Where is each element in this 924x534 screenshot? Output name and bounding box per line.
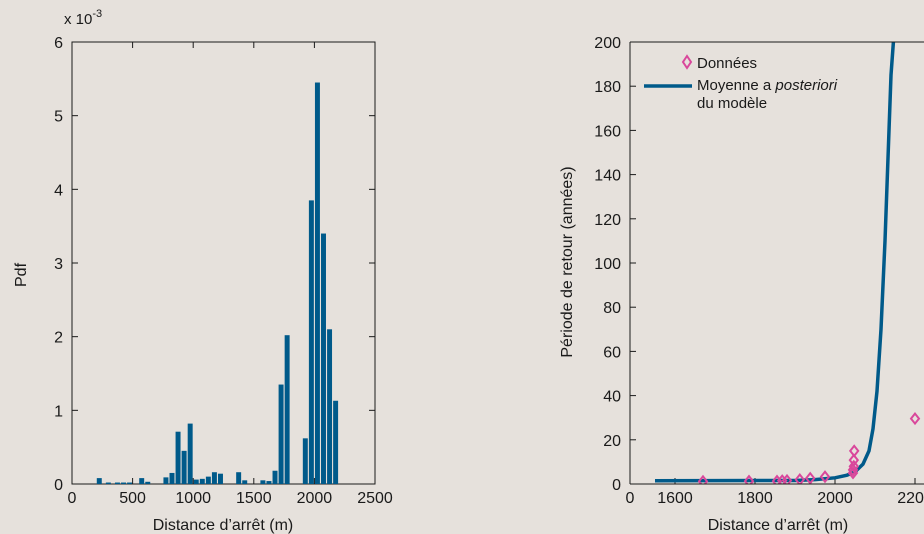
histogram-bar bbox=[205, 476, 211, 484]
chart1-scale-exponent: -3 bbox=[92, 8, 102, 20]
y-tick-label: 20 bbox=[603, 433, 621, 450]
y-tick-label: 4 bbox=[54, 182, 63, 199]
histogram-bar bbox=[96, 478, 102, 484]
histogram-bar bbox=[169, 472, 175, 484]
data-point-marker bbox=[909, 411, 921, 426]
histogram-bar bbox=[266, 481, 272, 484]
histogram-bar bbox=[333, 400, 339, 484]
histogram-bar bbox=[199, 478, 205, 484]
histogram-bar bbox=[139, 478, 145, 484]
histogram-bar bbox=[217, 473, 223, 484]
chart1-scale-label: x 10-3 bbox=[64, 8, 102, 28]
histogram-bar bbox=[242, 480, 248, 484]
y-tick-label: 100 bbox=[594, 256, 621, 273]
x-tick-label: 1600 bbox=[657, 490, 693, 507]
histogram-bar bbox=[284, 335, 290, 484]
histogram-bar bbox=[321, 233, 326, 484]
histogram-bar bbox=[121, 482, 126, 485]
y-tick-label: 3 bbox=[54, 256, 63, 273]
x-tick-label: 2500 bbox=[357, 490, 393, 507]
y-tick-label: 1 bbox=[54, 403, 63, 420]
histogram-bar bbox=[145, 481, 151, 484]
y-tick-label: 5 bbox=[54, 109, 63, 126]
y-tick-label: 200 bbox=[594, 35, 621, 52]
histogram-bar bbox=[278, 384, 284, 484]
histogram-bar bbox=[314, 82, 320, 485]
chart1-x-ticks: 0 500 1000 1500 2000 2500 bbox=[68, 42, 393, 507]
data-point-marker bbox=[819, 470, 831, 484]
y-tick-label: 60 bbox=[603, 344, 621, 361]
chart1-x-axis-label: Distance d’arrêt (m) bbox=[153, 517, 293, 534]
y-tick-label: 6 bbox=[54, 35, 63, 52]
chart2-data-points bbox=[697, 411, 921, 484]
histogram-bar bbox=[163, 477, 169, 484]
data-point-marker bbox=[743, 474, 755, 484]
histogram-bar bbox=[127, 482, 133, 485]
y-tick-label: 40 bbox=[603, 389, 621, 406]
histogram-bar bbox=[105, 482, 111, 485]
data-point-marker bbox=[848, 459, 860, 473]
chart1-y-axis-label: Pdf bbox=[13, 262, 30, 287]
y-tick-label: 120 bbox=[594, 212, 621, 229]
histogram-bar bbox=[187, 423, 193, 484]
histogram-bar bbox=[236, 472, 242, 484]
histogram-bar bbox=[211, 472, 217, 484]
data-point-marker bbox=[697, 474, 709, 484]
histogram-bar bbox=[114, 482, 120, 485]
x-tick-label: 0 bbox=[68, 490, 77, 507]
histogram-bar bbox=[302, 438, 308, 484]
histogram-bar bbox=[327, 329, 333, 484]
chart2-legend: Données Moyenne a posteriori du modèle bbox=[644, 54, 838, 112]
x-tick-label: 1000 bbox=[175, 490, 211, 507]
histogram-bar bbox=[193, 479, 199, 484]
x-tick-label: 500 bbox=[119, 490, 146, 507]
data-point-marker bbox=[781, 473, 793, 484]
chart2-model-mean-line bbox=[654, 42, 896, 483]
chart2-y-axis-label: Période de retour (années) bbox=[559, 166, 576, 357]
chart1-bars bbox=[96, 82, 339, 485]
histogram-bar bbox=[175, 431, 181, 484]
x-tick-label: 2000 bbox=[817, 490, 853, 507]
legend-diamond-marker bbox=[681, 54, 693, 70]
x-tick-label: 0 bbox=[626, 490, 635, 507]
data-point-marker bbox=[848, 444, 860, 458]
histogram-bar bbox=[272, 470, 278, 484]
y-tick-label: 2 bbox=[54, 330, 63, 347]
legend-line-label-line2: du modèle bbox=[697, 95, 767, 112]
x-tick-label: 1500 bbox=[236, 490, 272, 507]
histogram-bar bbox=[260, 480, 266, 484]
legend-data-label: Données bbox=[697, 55, 757, 72]
y-tick-label: 0 bbox=[54, 477, 63, 494]
histogram-bar bbox=[308, 200, 314, 484]
y-tick-label: 0 bbox=[612, 477, 621, 494]
data-point-marker bbox=[804, 471, 816, 484]
y-tick-label: 140 bbox=[594, 168, 621, 185]
y-tick-label: 180 bbox=[594, 79, 621, 96]
chart2-x-axis-label: Distance d’arrêt (m) bbox=[708, 517, 848, 534]
x-tick-label: 1800 bbox=[737, 490, 773, 507]
y-tick-label: 160 bbox=[594, 123, 621, 140]
legend-line-label-part1: Moyenne a bbox=[697, 77, 775, 94]
x-tick-label: 2000 bbox=[297, 490, 333, 507]
legend-line-label-italic: posteriori bbox=[774, 77, 837, 94]
histogram-bar bbox=[181, 450, 187, 484]
chart2-y-ticks: 0 20 40 60 80 100 120 140 160 180 200 bbox=[594, 35, 636, 494]
data-point-marker bbox=[848, 453, 860, 467]
pdf-histogram-chart: 0 500 1000 1500 2000 2500 0 1 2 3 4 5 6 x 10-3 Dist… bbox=[13, 8, 393, 534]
chart1-scale-base: x 10 bbox=[64, 11, 92, 28]
y-tick-label: 80 bbox=[603, 300, 621, 317]
chart1-y-ticks: 0 1 2 3 4 5 6 bbox=[54, 35, 375, 494]
data-point-marker bbox=[794, 472, 806, 484]
legend-line-label: Moyenne a posteriori bbox=[697, 77, 838, 94]
